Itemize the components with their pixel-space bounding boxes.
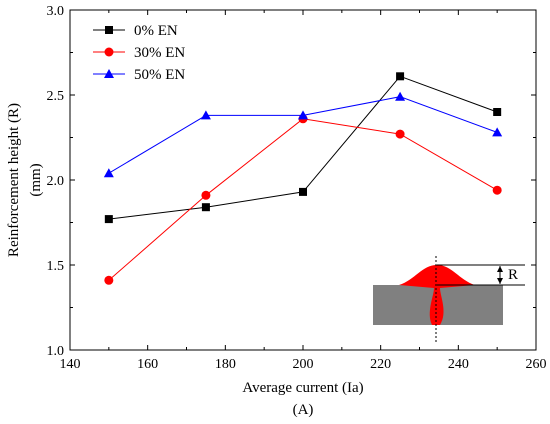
series-layer	[103, 72, 503, 285]
data-point	[104, 275, 114, 285]
x-tick-label: 160	[137, 357, 158, 372]
legend-marker	[104, 47, 114, 57]
y-tick-label: 1.5	[47, 259, 65, 274]
inset-label-r: R	[508, 267, 518, 283]
legend: 0% EN 30% EN 50% EN	[93, 23, 185, 83]
y-tick-label: 2.5	[47, 89, 65, 104]
series-line	[108, 118, 498, 281]
data-point	[396, 72, 405, 81]
y-axis-unit: (mm)	[28, 163, 44, 196]
x-tick-label: 260	[526, 357, 547, 372]
x-tick-label: 180	[215, 357, 236, 372]
plot-frame	[69, 9, 537, 351]
y-axis-title: Reinforcement height (R)	[6, 103, 22, 257]
y-tick-label: 1.0	[47, 344, 65, 359]
data-point	[492, 127, 503, 137]
legend-label: 30% EN	[134, 45, 185, 61]
legend-item: 0% EN	[93, 23, 178, 39]
legend-item: 50% EN	[93, 67, 185, 83]
legend-label: 50% EN	[134, 67, 185, 83]
legend-item: 30% EN	[93, 45, 185, 61]
x-tick-label: 240	[448, 357, 469, 372]
y-tick-label: 3.0	[47, 4, 65, 19]
y-tick-label: 2.0	[47, 174, 65, 189]
data-point	[395, 129, 405, 139]
x-axis-title: Average current (Ia)	[242, 380, 363, 396]
dimension-arrowhead-top	[497, 266, 503, 272]
data-point	[492, 185, 502, 195]
legend-label: 0% EN	[134, 23, 178, 39]
series-50-en	[103, 91, 503, 178]
data-point	[201, 203, 210, 212]
weld-bead-inset: R	[373, 256, 525, 342]
x-axis-unit: (A)	[293, 402, 314, 418]
series-line	[108, 96, 498, 174]
data-point	[298, 110, 308, 120]
x-tick-label: 220	[370, 357, 391, 372]
data-point	[200, 110, 211, 120]
series-0-en	[104, 72, 502, 224]
legend-marker	[104, 69, 114, 78]
axis-ticks: 140 160 180 200 220 240 260 1.0 1.5 2.0 2.5 3.0	[47, 4, 547, 372]
data-point	[103, 168, 114, 178]
x-tick-label: 140	[60, 357, 81, 372]
x-tick-label: 200	[293, 357, 314, 372]
weld-bead	[399, 265, 475, 325]
series-line	[108, 75, 498, 220]
data-point	[299, 187, 307, 196]
data-point	[493, 108, 502, 116]
data-point	[201, 190, 211, 200]
data-point	[395, 91, 406, 101]
dimension-arrowhead-bottom	[497, 278, 503, 284]
data-point	[104, 215, 113, 224]
legend-marker	[105, 26, 113, 34]
